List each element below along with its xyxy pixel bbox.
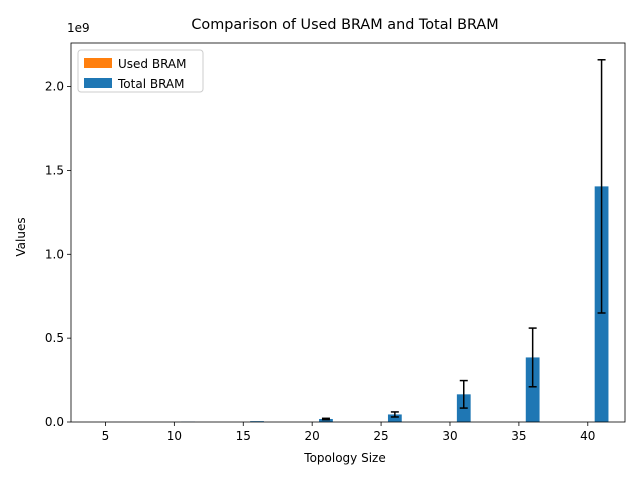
y-tick-label: 0.5	[45, 331, 64, 345]
total-bram-bar	[319, 418, 333, 422]
total-bram-bar	[387, 414, 402, 422]
y-scale-label: 1e9	[67, 21, 90, 35]
chart-title: Comparison of Used BRAM and Total BRAM	[191, 17, 498, 33]
legend-swatch	[84, 78, 112, 88]
x-axis-label: Topology Size	[303, 451, 385, 465]
y-tick-label: 2.0	[45, 80, 64, 94]
plot-frame	[70, 42, 626, 423]
x-tick-label: 15	[236, 429, 251, 443]
x-tick-label: 35	[511, 429, 526, 443]
y-axis-label: Values	[14, 217, 28, 256]
legend-swatch	[84, 58, 112, 68]
y-tick-label: 0.0	[45, 415, 64, 429]
y-tick-label: 1.5	[45, 163, 64, 177]
x-tick-label: 10	[167, 429, 182, 443]
legend-label: Used BRAM	[118, 57, 187, 71]
x-tick-label: 40	[580, 429, 595, 443]
y-tick-label: 1.0	[45, 247, 64, 261]
x-tick-label: 25	[373, 429, 388, 443]
x-tick-label: 5	[102, 429, 110, 443]
total-bram-bar	[250, 421, 264, 422]
total-bram-bar	[525, 357, 540, 422]
x-tick-label: 20	[305, 429, 320, 443]
x-tick-label: 30	[442, 429, 457, 443]
legend-label: Total BRAM	[117, 77, 185, 91]
